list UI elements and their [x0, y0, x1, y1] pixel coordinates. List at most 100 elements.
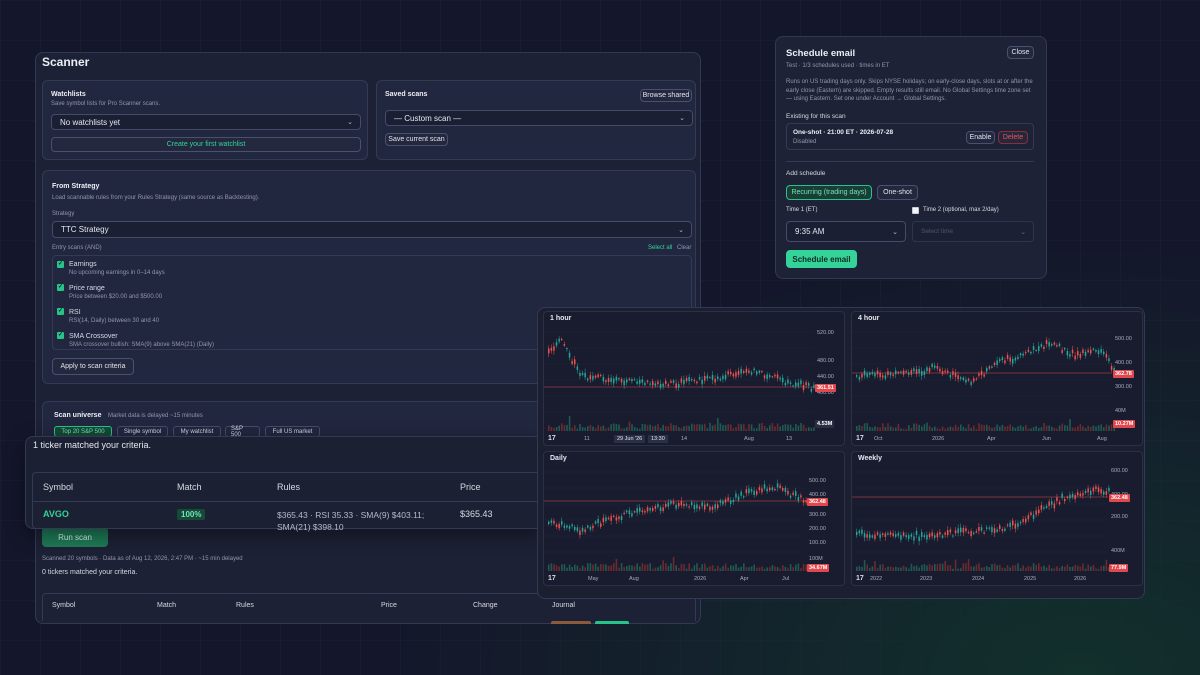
- candle: [548, 348, 550, 354]
- watchlist-select[interactable]: No watchlists yet ⌄: [51, 114, 361, 130]
- candle: [1105, 353, 1108, 358]
- volume-bar: [1048, 425, 1050, 431]
- checkbox-checked-icon[interactable]: ✓: [57, 261, 64, 268]
- candle: [714, 504, 716, 509]
- journal-brown-button[interactable]: [551, 621, 591, 624]
- chart-weekly[interactable]: Weekly600.00400.00200.00400M202220232024…: [851, 451, 1143, 586]
- candle: [1045, 505, 1048, 508]
- candle: [730, 500, 732, 504]
- checkbox-checked-icon[interactable]: ✓: [57, 308, 64, 315]
- enable-button[interactable]: Enable: [966, 131, 995, 144]
- candle: [639, 379, 641, 384]
- volume-bar: [587, 563, 589, 571]
- candle: [711, 375, 714, 380]
- candle: [895, 534, 897, 537]
- volume-bar: [568, 415, 571, 431]
- volume-bar: [600, 563, 602, 571]
- chart-canvas[interactable]: [544, 312, 845, 446]
- volume-bar: [732, 428, 735, 431]
- time2-select[interactable]: Select time ⌄: [912, 221, 1034, 242]
- select-all-link[interactable]: Select all: [648, 245, 673, 251]
- candle: [758, 370, 761, 373]
- run-scan-button[interactable]: Run scan: [42, 527, 108, 547]
- candle: [939, 368, 941, 372]
- save-current-scan-button[interactable]: Save current scan: [385, 133, 448, 146]
- candle: [584, 372, 586, 378]
- time1-select[interactable]: 9:35 AM ⌄: [786, 221, 906, 242]
- watchlists-card: Watchlists Save symbol lists for Pro Sca…: [42, 80, 368, 160]
- volume-bar: [1014, 565, 1017, 571]
- rule-item[interactable]: ✓ SMA Crossover SMA crossover bullish: SMA…: [53, 327, 691, 349]
- volume-bar: [999, 564, 1001, 571]
- volume-bar: [696, 424, 698, 431]
- candle: [1019, 353, 1022, 356]
- delete-button[interactable]: Delete: [998, 131, 1028, 144]
- existing-schedule-line: One-shot · 21:00 ET · 2026-07-28: [793, 129, 894, 136]
- checkbox-checked-icon[interactable]: ✓: [57, 332, 64, 339]
- chart-4h[interactable]: 4 hour 500.00 400.00 300.00 40M Oct 2026 Apr Jun…: [851, 311, 1143, 446]
- candle: [644, 382, 646, 386]
- strategy-select[interactable]: TTC Strategy ⌄: [52, 221, 692, 238]
- candle: [763, 484, 766, 489]
- rule-item[interactable]: ✓ RSI RSI(14, Daily) between 30 and 40: [53, 303, 691, 327]
- strategy-card: From Strategy Load scannable rules from …: [42, 170, 696, 384]
- candle: [944, 532, 946, 535]
- candle: [548, 521, 550, 524]
- rule-item[interactable]: ✓ Price range Price between $20.00 and $50…: [53, 279, 691, 303]
- candle: [740, 368, 742, 374]
- candle: [597, 374, 599, 378]
- create-watchlist-button[interactable]: Create your first watchlist: [51, 137, 361, 152]
- volume-bar: [1017, 426, 1019, 431]
- chart-canvas[interactable]: [544, 452, 845, 586]
- time2-checkbox[interactable]: [912, 207, 919, 214]
- volume-bar: [960, 568, 962, 571]
- volume-bar: [779, 568, 781, 571]
- volume-bar: [724, 424, 727, 431]
- browse-shared-label: Browse shared: [642, 92, 690, 99]
- apply-criteria-button[interactable]: Apply to scan criteria: [52, 358, 134, 375]
- volume-bar: [581, 427, 584, 431]
- mode-recurring-button[interactable]: Recurring (trading days): [786, 185, 872, 200]
- volume-bar: [973, 566, 975, 571]
- result-symbol-link[interactable]: AVGO: [43, 509, 69, 519]
- volume-bar: [727, 424, 729, 431]
- chart-daily[interactable]: Daily 500.00 400.00 300.00 200.00 100.00 100M M…: [543, 451, 845, 586]
- candle: [957, 528, 959, 534]
- volume-bar: [639, 566, 641, 571]
- scan-info: Scanned 20 symbols · Data as of Aug 12, …: [42, 556, 243, 562]
- mode-oneshot-button[interactable]: One-shot: [877, 185, 918, 200]
- browse-shared-button[interactable]: Browse shared: [640, 89, 692, 102]
- volume-bar: [789, 424, 792, 431]
- schedule-email-button[interactable]: Schedule email: [786, 250, 857, 268]
- volume-bar: [991, 564, 993, 571]
- volume-bar: [1053, 568, 1056, 571]
- candle: [766, 374, 768, 380]
- volume-bar: [1066, 564, 1069, 571]
- candle: [576, 366, 579, 370]
- volume-bar: [1064, 425, 1066, 431]
- result-rules-text: $365.43 · RSI 35.33 · SMA(9) $403.11; SM…: [277, 510, 425, 532]
- volume-bar: [1084, 568, 1087, 571]
- clear-link[interactable]: Clear: [677, 245, 692, 251]
- volume-bar: [579, 424, 581, 431]
- rule-item[interactable]: ✓ Earnings No upcoming earnings in 0–14 da…: [53, 256, 691, 280]
- volume-bar: [568, 564, 571, 571]
- candle: [892, 374, 894, 376]
- volume-bar: [1113, 426, 1115, 431]
- candle: [628, 378, 631, 381]
- volume-bar: [913, 566, 915, 571]
- chart-canvas[interactable]: [852, 312, 1143, 446]
- volume-bar: [1058, 567, 1061, 571]
- close-button[interactable]: Close: [1007, 46, 1034, 59]
- checkbox-checked-icon[interactable]: ✓: [57, 284, 64, 291]
- candle: [1077, 492, 1079, 496]
- volume-bar: [678, 427, 680, 431]
- candle: [1071, 494, 1074, 498]
- journal-green-button[interactable]: [595, 621, 629, 624]
- chart-canvas[interactable]: [852, 452, 1143, 586]
- candle: [866, 373, 868, 377]
- volume-bar: [610, 424, 612, 431]
- saved-scan-select[interactable]: — Custom scan — ⌄: [385, 110, 693, 126]
- candle: [918, 368, 920, 374]
